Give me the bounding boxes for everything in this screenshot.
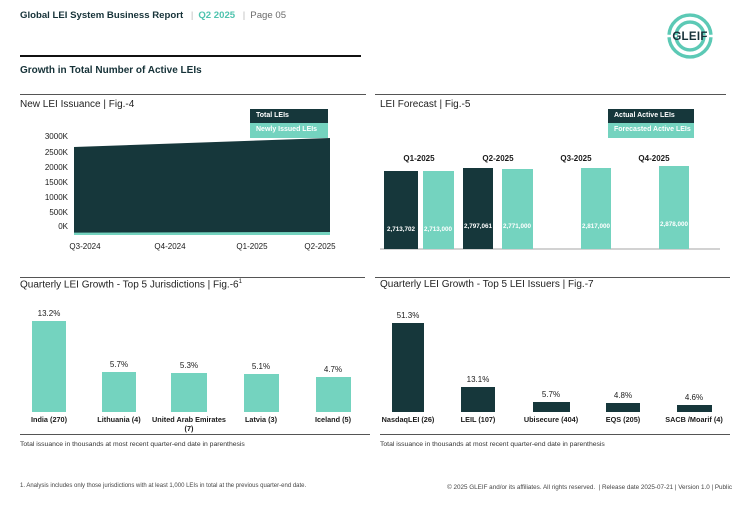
svg-text:Lithuania (4): Lithuania (4) [97, 415, 141, 424]
svg-text:EQS (205): EQS (205) [606, 415, 641, 424]
svg-text:5.3%: 5.3% [180, 361, 198, 370]
svg-text:Latvia (3): Latvia (3) [245, 415, 278, 424]
svg-text:2,817,000: 2,817,000 [582, 223, 611, 230]
svg-text:2500K: 2500K [45, 148, 69, 157]
svg-text:5.7%: 5.7% [542, 390, 560, 399]
svg-text:Q2-2025: Q2-2025 [482, 154, 514, 163]
svg-text:2,797,061: 2,797,061 [464, 223, 493, 230]
svg-text:NasdaqLEI (26): NasdaqLEI (26) [382, 415, 435, 424]
svg-text:5.7%: 5.7% [110, 360, 128, 369]
svg-text:SACB /Moarif (4): SACB /Moarif (4) [665, 415, 723, 424]
svg-text:5.1%: 5.1% [252, 362, 270, 371]
svg-text:Q3-2025: Q3-2025 [560, 154, 592, 163]
svg-text:Q3-2024: Q3-2024 [69, 242, 101, 251]
svg-text:3000K: 3000K [45, 132, 69, 141]
svg-text:500K: 500K [49, 208, 68, 217]
svg-text:2,713,702: 2,713,702 [387, 226, 416, 233]
svg-text:Q1-2025: Q1-2025 [403, 154, 435, 163]
svg-text:2,878,000: 2,878,000 [660, 221, 689, 228]
svg-text:United Arab Emirates: United Arab Emirates [152, 415, 226, 424]
svg-text:Q4-2025: Q4-2025 [638, 154, 670, 163]
svg-text:51.3%: 51.3% [397, 311, 420, 320]
svg-text:1500K: 1500K [45, 178, 69, 187]
svg-text:2,771,000: 2,771,000 [503, 223, 532, 230]
svg-text:4.8%: 4.8% [614, 391, 632, 400]
svg-text:13.2%: 13.2% [38, 309, 61, 318]
svg-text:India (270): India (270) [31, 415, 68, 424]
svg-text:LEIL (107): LEIL (107) [461, 415, 496, 424]
svg-text:1000K: 1000K [45, 193, 69, 202]
svg-text:Q2-2025: Q2-2025 [304, 242, 336, 251]
svg-text:Q1-2025: Q1-2025 [236, 242, 268, 251]
svg-text:13.1%: 13.1% [467, 375, 490, 384]
svg-text:Q4-2024: Q4-2024 [154, 242, 186, 251]
svg-text:2000K: 2000K [45, 163, 69, 172]
svg-text:Ubisecure (404): Ubisecure (404) [524, 415, 579, 424]
svg-text:2,713,000: 2,713,000 [424, 226, 453, 233]
svg-text:(7): (7) [185, 424, 194, 433]
svg-text:GLEIF: GLEIF [672, 31, 707, 43]
svg-text:4.6%: 4.6% [685, 393, 703, 402]
svg-text:4.7%: 4.7% [324, 365, 342, 374]
svg-text:0K: 0K [58, 222, 68, 231]
svg-text:Iceland (5): Iceland (5) [315, 415, 352, 424]
